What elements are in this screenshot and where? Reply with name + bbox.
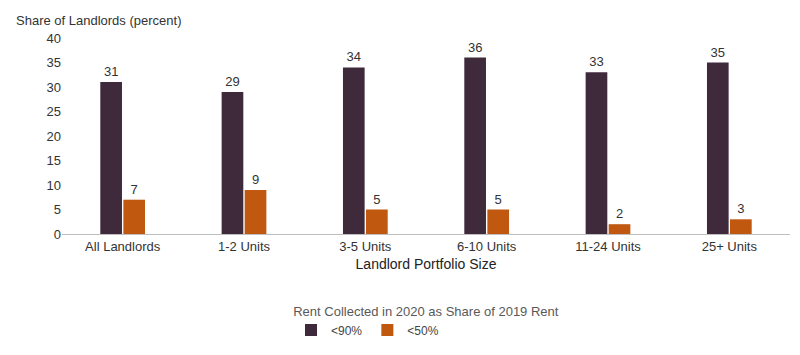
svg-text:35: 35 xyxy=(711,45,725,60)
svg-text:0: 0 xyxy=(54,227,61,242)
svg-text:34: 34 xyxy=(347,49,361,64)
svg-text:<90%: <90% xyxy=(331,324,362,338)
svg-text:9: 9 xyxy=(252,172,259,187)
svg-text:25: 25 xyxy=(47,104,61,119)
svg-text:33: 33 xyxy=(589,54,603,69)
svg-text:36: 36 xyxy=(468,40,482,55)
svg-text:All Landlords: All Landlords xyxy=(85,239,161,254)
svg-text:Share of Landlords (percent): Share of Landlords (percent) xyxy=(16,13,181,28)
svg-text:20: 20 xyxy=(47,129,61,144)
svg-text:3-5 Units: 3-5 Units xyxy=(339,239,392,254)
svg-text:11-24 Units: 11-24 Units xyxy=(575,239,641,254)
svg-text:7: 7 xyxy=(131,182,138,197)
svg-text:25+ Units: 25+ Units xyxy=(702,239,758,254)
svg-text:5: 5 xyxy=(54,202,61,217)
svg-text:Landlord Portfolio Size: Landlord Portfolio Size xyxy=(356,256,497,272)
svg-text:29: 29 xyxy=(225,74,239,89)
svg-text:1-2 Units: 1-2 Units xyxy=(218,239,271,254)
svg-text:15: 15 xyxy=(47,153,61,168)
svg-text:6-10 Units: 6-10 Units xyxy=(457,239,517,254)
svg-text:2: 2 xyxy=(616,206,623,221)
svg-text:5: 5 xyxy=(373,192,380,207)
svg-text:35: 35 xyxy=(47,55,61,70)
svg-text:Rent Collected in 2020 as Shar: Rent Collected in 2020 as Share of 2019 … xyxy=(293,304,559,319)
svg-text:3: 3 xyxy=(737,201,744,216)
svg-text:30: 30 xyxy=(47,80,61,95)
svg-text:31: 31 xyxy=(104,64,118,79)
svg-text:<50%: <50% xyxy=(407,324,438,338)
svg-text:10: 10 xyxy=(47,178,61,193)
svg-text:5: 5 xyxy=(495,192,502,207)
svg-text:40: 40 xyxy=(47,31,61,46)
